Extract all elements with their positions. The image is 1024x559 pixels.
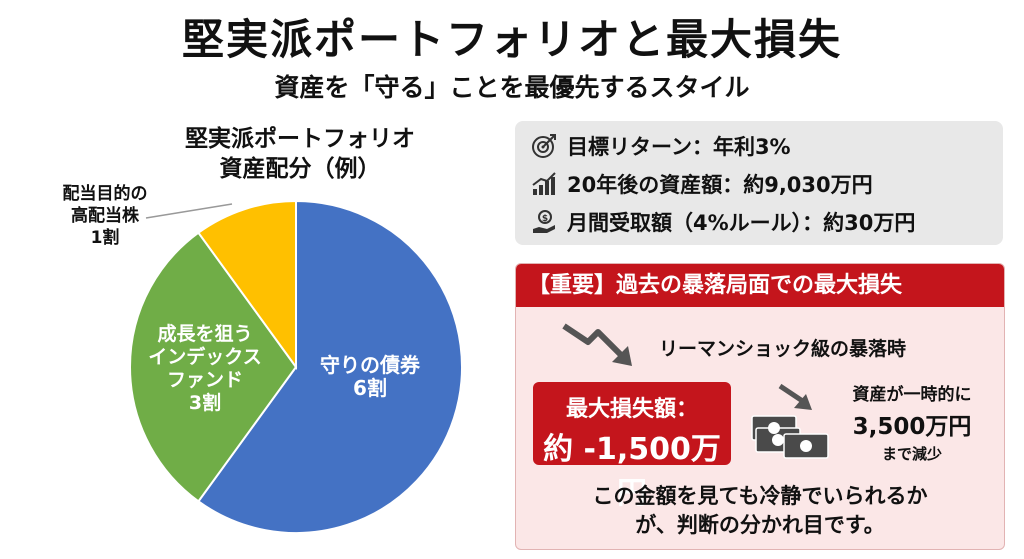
pie-slice-bonds: [197, 199, 463, 534]
svg-text:$: $: [542, 214, 548, 224]
growth-chart-icon: [529, 169, 559, 199]
downtrend-arrow-icon: [562, 323, 632, 366]
pie-chart-title: 堅実派ポートフォリオ 資産配分（例）: [185, 126, 415, 182]
pie-label-index: 成長を狙う インデックス ファンド 3割: [148, 323, 262, 414]
page-title: 堅実派ポートフォリオと最大損失: [181, 15, 842, 64]
cash-stack-icon: [751, 383, 829, 459]
max-loss-warning-box: 【重要】過去の暴落局面での最大損失 リーマンショック級の暴落時 最大損失額： 約…: [515, 263, 1005, 550]
info-row-target-return: 目標リターン：年利3%: [529, 129, 791, 163]
pie-label-bonds: 守りの債券 6割: [320, 353, 420, 400]
warning-header: 【重要】過去の暴落局面での最大損失: [516, 264, 1004, 307]
target-icon: [529, 131, 559, 161]
conclusion-text: この金額を見ても冷静でいられるか が、判断の分かれ目です。: [592, 484, 928, 537]
crash-scenario-label: リーマンショック級の暴落時: [659, 338, 907, 360]
pie-slice-dividend-stocks: [197, 199, 297, 371]
summary-info-box: 目標リターン：年利3% 20年後の資産額：約9,030万円 $ 月間受取額（4%…: [515, 121, 1003, 245]
label-leader-line: [145, 203, 233, 219]
asset-drop-text: 資産が一時的に 3,500万円 まで減少: [852, 385, 972, 463]
info-row-monthly-income: $ 月間受取額（4%ルール）：約30万円: [529, 205, 915, 239]
pie-label-dividend: 配当目的の 高配当株 1割: [62, 184, 148, 248]
max-loss-badge: 最大損失額： 約 -1,500万円: [533, 382, 731, 511]
page-subtitle: 資産を「守る」ことを最優先するスタイル: [274, 73, 750, 102]
money-hand-icon: $: [529, 207, 559, 237]
info-row-future-assets: 20年後の資産額：約9,030万円: [529, 167, 873, 201]
pie-slice-index-fund: [129, 231, 298, 503]
